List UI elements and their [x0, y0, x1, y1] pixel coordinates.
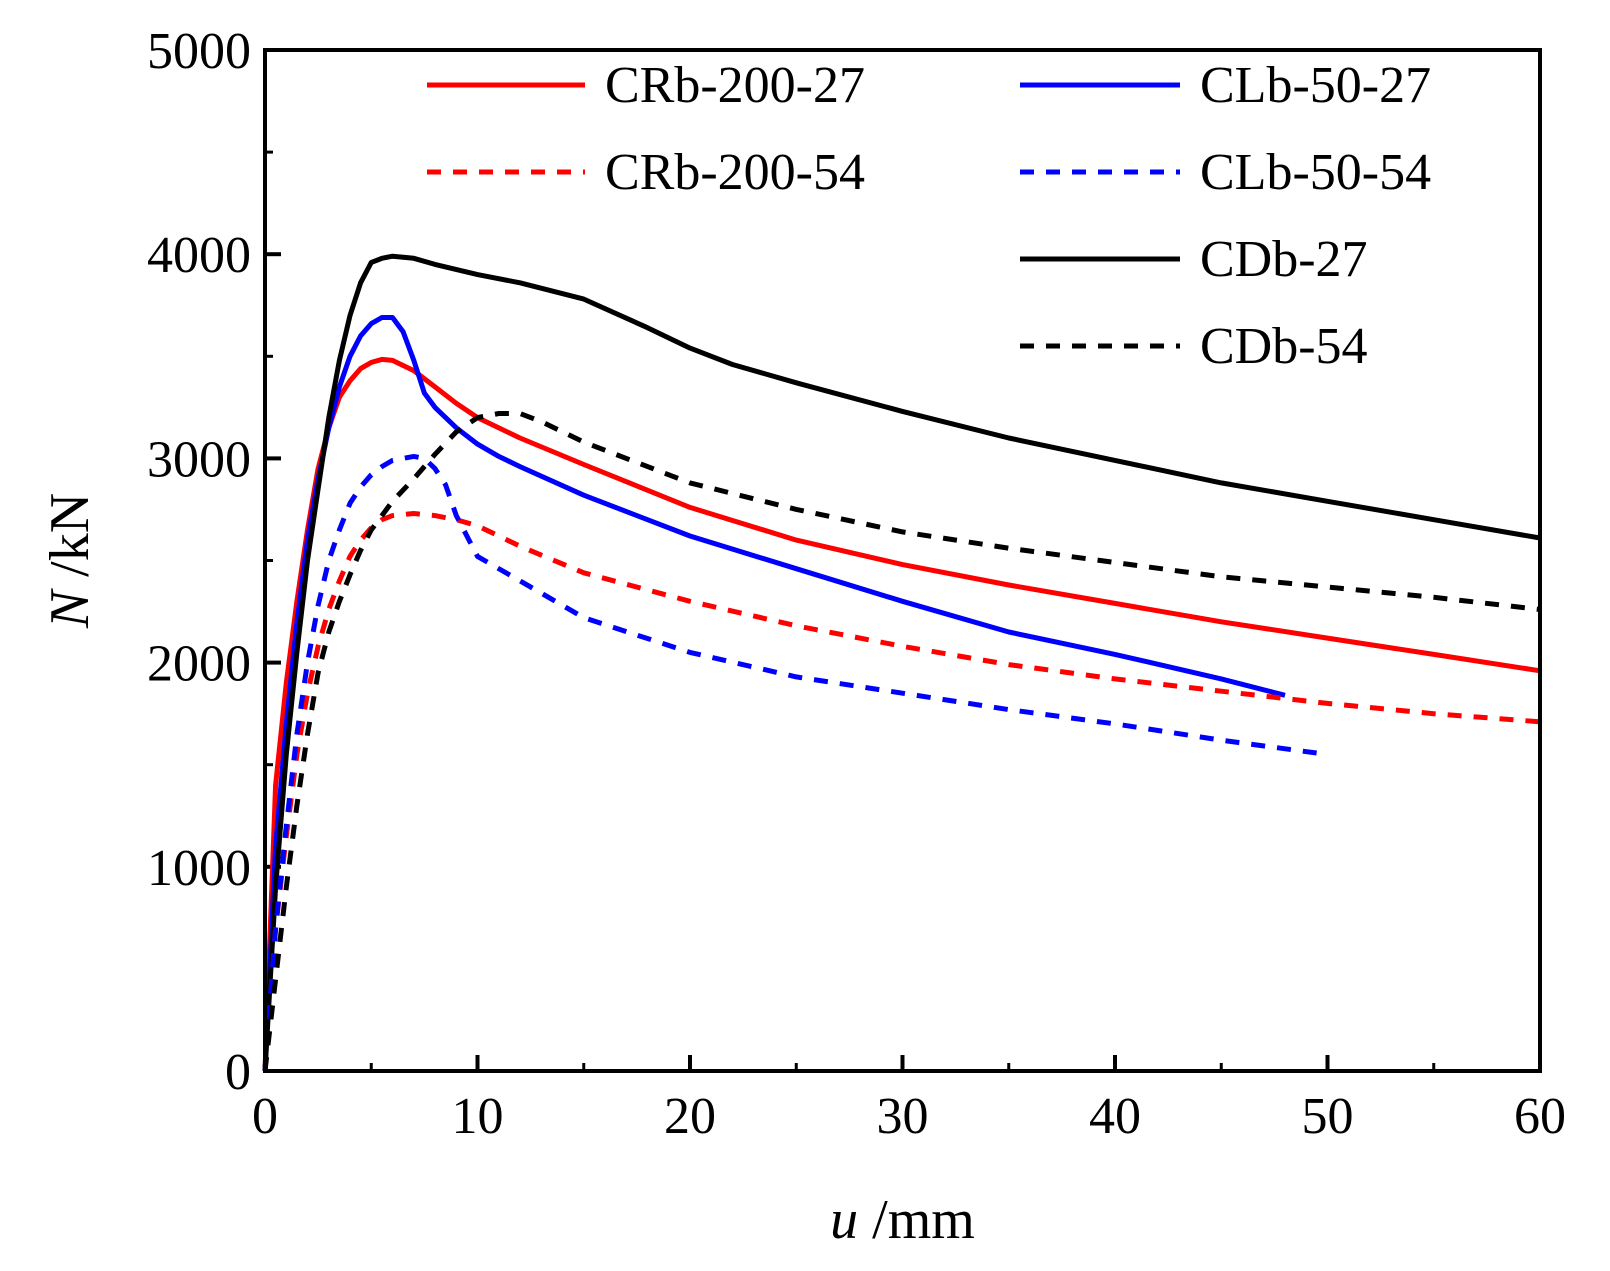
legend: CRb-200-27 CLb-50-27 CDb-27 CRb-200-54 CLb-5…: [427, 57, 1431, 375]
y-axis-ticks: 0 1000 2000 3000 4000 5000: [147, 23, 281, 1101]
x-axis-label: u /mm: [830, 1189, 975, 1251]
x-tick-label: 20: [664, 1088, 716, 1145]
series-line-cdb-54: [262, 411, 1541, 1072]
y-tick-label: 0: [225, 1044, 251, 1101]
legend-item-crb-200-27: CRb-200-27: [427, 57, 865, 114]
legend-item-clb-50-27: CLb-50-27: [1020, 57, 1431, 114]
series-line-crb-200-27: [262, 356, 1541, 1072]
x-tick-label: 30: [877, 1088, 929, 1145]
y-tick-label: 3000: [147, 431, 251, 488]
y-axis-unit: /kN: [39, 493, 101, 591]
x-tick-label: 10: [452, 1088, 504, 1145]
x-tick-label: 60: [1514, 1088, 1566, 1145]
legend-label: CDb-54: [1200, 318, 1368, 375]
series-line-cdb-27: [262, 253, 1541, 1072]
y-axis-symbol: N: [39, 588, 101, 629]
legend-item-crb-200-54: CRb-200-54: [427, 144, 865, 201]
x-tick-label: 0: [252, 1088, 278, 1145]
x-tick-label: 50: [1302, 1088, 1354, 1145]
legend-label: CLb-50-54: [1200, 144, 1431, 201]
series-line-clb-50-54: [262, 453, 1328, 1072]
x-axis-symbol: u: [830, 1189, 858, 1251]
y-tick-label: 2000: [147, 636, 251, 693]
plot-area-frame: [263, 48, 1542, 1073]
legend-item-cdb-54: CDb-54: [1020, 318, 1368, 375]
legend-label: CRb-200-27: [605, 57, 865, 114]
series-layer: [262, 253, 1541, 1072]
y-tick-label: 4000: [147, 227, 251, 284]
x-axis-unit: /mm: [858, 1189, 975, 1251]
series-line-clb-50-27: [262, 315, 1286, 1072]
legend-label: CDb-27: [1200, 231, 1368, 288]
legend-label: CRb-200-54: [605, 144, 865, 201]
y-tick-label: 5000: [147, 23, 251, 80]
x-tick-label: 40: [1089, 1088, 1141, 1145]
legend-item-clb-50-54: CLb-50-54: [1020, 144, 1431, 201]
y-axis-label: N /kN: [39, 493, 101, 629]
series-line-crb-200-54: [262, 511, 1541, 1072]
x-axis-ticks: 0 10 20 30 40 50 60: [252, 1055, 1566, 1145]
legend-label: CLb-50-27: [1200, 57, 1431, 114]
legend-item-cdb-27: CDb-27: [1020, 231, 1368, 288]
y-tick-label: 1000: [147, 840, 251, 897]
